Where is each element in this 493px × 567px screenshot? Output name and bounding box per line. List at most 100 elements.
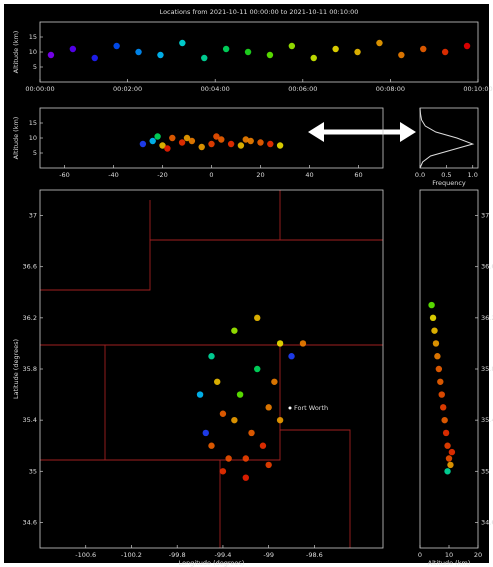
lightning-source (449, 449, 455, 455)
lightning-source (208, 443, 214, 449)
lightning-source (237, 391, 243, 397)
y-tick-label: 35 (29, 467, 37, 475)
lightning-source (135, 49, 141, 55)
lightning-source (440, 404, 446, 410)
lightning-source (437, 379, 443, 385)
lightning-source (223, 46, 229, 52)
y-tick-label: 10 (29, 134, 37, 142)
y-tick-label: 5 (33, 149, 37, 157)
lightning-source (265, 404, 271, 410)
y-tick-label: 5 (33, 63, 37, 71)
lightning-source (431, 327, 437, 333)
lightning-source (213, 133, 219, 139)
x-axis-label: Longitude (degrees) (179, 559, 245, 567)
x-tick-label: 00:00:00 (25, 85, 54, 93)
lightning-source (441, 417, 447, 423)
y-axis-label: Altitude (km) (12, 117, 20, 160)
lightning-source (267, 52, 273, 58)
lightning-source (203, 430, 209, 436)
lightning-source (225, 455, 231, 461)
lightning-source (243, 455, 249, 461)
lightning-source (245, 49, 251, 55)
x-tick-label: 0.0 (415, 171, 425, 179)
lightning-source (154, 133, 160, 139)
lightning-source (376, 40, 382, 46)
lightning-source (436, 366, 442, 372)
y-tick-label: 35.4 (481, 416, 493, 424)
lightning-source (70, 46, 76, 52)
lightning-source (220, 468, 226, 474)
chart: Locations from 2021-10-11 00:00:00 to 20… (0, 0, 493, 567)
lightning-source (464, 43, 470, 49)
lightning-source (434, 353, 440, 359)
y-axis-label: Latitude (degrees) (12, 339, 20, 399)
x-tick-label: -98.6 (306, 551, 323, 559)
lightning-source (446, 455, 452, 461)
lightning-source (267, 141, 273, 147)
x-tick-label: 60 (354, 171, 362, 179)
y-tick-label: 34.6 (481, 518, 493, 526)
lightning-source (260, 443, 266, 449)
x-tick-label: 0 (209, 171, 213, 179)
x-tick-label: -60 (59, 171, 70, 179)
lightning-source (231, 327, 237, 333)
x-tick-label: 10 (445, 551, 453, 559)
lightning-source (271, 379, 277, 385)
y-tick-label: 37 (481, 212, 489, 220)
chart-title: Locations from 2021-10-11 00:00:00 to 20… (160, 8, 359, 16)
lightning-source (398, 52, 404, 58)
lightning-source (238, 142, 244, 148)
lightning-source (300, 340, 306, 346)
lightning-source (430, 315, 436, 321)
lightning-source (228, 141, 234, 147)
x-tick-label: -20 (157, 171, 168, 179)
y-tick-label: 35.8 (23, 365, 37, 373)
y-tick-label: 10 (29, 48, 37, 56)
lightning-source (428, 302, 434, 308)
y-tick-label: 36.6 (481, 263, 493, 271)
lightning-source (157, 52, 163, 58)
lightning-source (442, 49, 448, 55)
lightning-source (420, 46, 426, 52)
x-tick-label: 00:10:00 (463, 85, 492, 93)
x-axis-label: Altitude (km) (428, 559, 471, 567)
y-axis-label: Altitude (km) (12, 31, 20, 74)
lightning-source (277, 417, 283, 423)
annotation: Fort Worth (294, 404, 328, 412)
lightning-source (444, 443, 450, 449)
x-tick-label: -100.6 (75, 551, 96, 559)
lightning-source (220, 411, 226, 417)
lightning-source (277, 340, 283, 346)
x-tick-label: 00:02:00 (113, 85, 142, 93)
lightning-source (179, 40, 185, 46)
lightning-source (447, 462, 453, 468)
lightning-source (113, 43, 119, 49)
x-tick-label: 00:08:00 (376, 85, 405, 93)
lightning-source (243, 136, 249, 142)
y-tick-label: 35 (481, 467, 489, 475)
lightning-source (257, 139, 263, 145)
x-tick-label: 0.5 (441, 171, 451, 179)
x-tick-label: 20 (256, 171, 264, 179)
lightning-source (208, 141, 214, 147)
lightning-source (199, 144, 205, 150)
x-tick-label: 0 (418, 551, 422, 559)
lightning-source (92, 55, 98, 61)
x-tick-label: -99.8 (169, 551, 186, 559)
x-tick-label: 20 (474, 551, 482, 559)
y-tick-label: 35.4 (23, 416, 37, 424)
y-tick-label: 15 (29, 33, 37, 41)
y-tick-label: 36.2 (481, 314, 493, 322)
lightning-source (208, 353, 214, 359)
lightning-source (289, 43, 295, 49)
lightning-source (265, 462, 271, 468)
lightning-source (164, 145, 170, 151)
lightning-source (439, 391, 445, 397)
x-axis-label: Frequency (432, 179, 466, 187)
lightning-source (277, 142, 283, 148)
x-tick-label: 00:04:00 (201, 85, 230, 93)
y-tick-label: 35.8 (481, 365, 493, 373)
lightning-source (214, 379, 220, 385)
lightning-source (443, 430, 449, 436)
y-tick-label: 36.2 (23, 314, 37, 322)
